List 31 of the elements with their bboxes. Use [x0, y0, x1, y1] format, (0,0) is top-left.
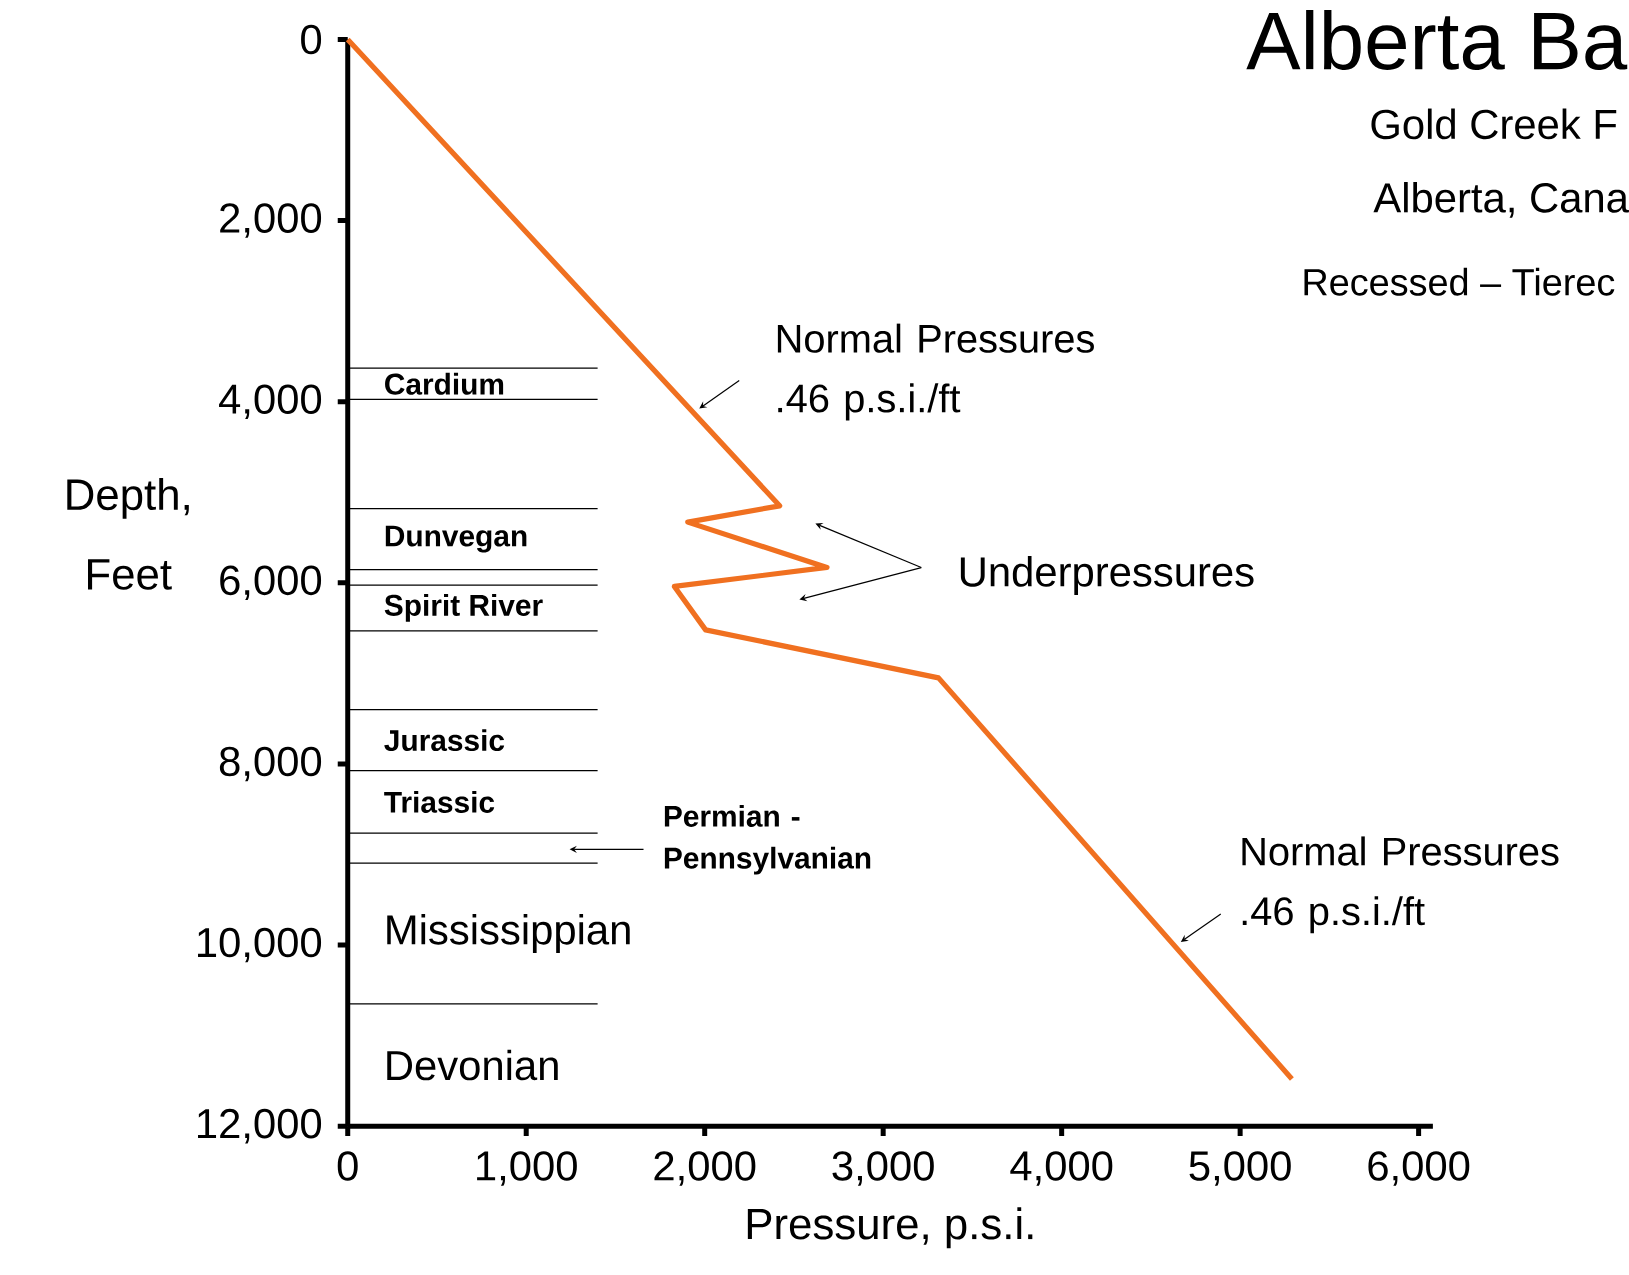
- ref-line-label: Jurassic: [384, 729, 505, 752]
- x-tick-label: 5,000: [1189, 1151, 1291, 1186]
- x-tick-label: 4,000: [1010, 1151, 1113, 1186]
- ref-line-label: Spirit River: [384, 594, 543, 622]
- x-tick-label: 2,000: [654, 1151, 756, 1186]
- ref-line-label: Triassic: [384, 790, 495, 813]
- annotation: Normal Pressures .46 p.s.i./ft: [1242, 836, 1559, 934]
- y-tick-label: 4,000: [219, 384, 322, 419]
- x-axis-title: Pressure, p.s.i.: [747, 1207, 1033, 1249]
- x-tick-label: 0: [337, 1151, 358, 1181]
- annotation: Alberta, Cana: [1373, 182, 1629, 218]
- ref-line-label: Devonian: [387, 1049, 558, 1081]
- text: Gold Creek F: [1371, 108, 1617, 140]
- y-tick-label: 8,000: [219, 746, 322, 782]
- y-axis-title: Depth, Feet: [67, 477, 189, 590]
- ref-line-label: Cardium: [385, 372, 504, 395]
- annotation: Recessed – Tierec: [1304, 267, 1615, 296]
- y-tick-label: 10,000: [198, 927, 322, 963]
- y-tick-label: 0: [301, 24, 322, 55]
- x-tick-label: 6,000: [1368, 1151, 1470, 1186]
- ref-line-label: Mississippian: [387, 914, 630, 953]
- chart-title: Alberta Ba: [1246, 9, 1628, 70]
- ref-line-label: Dunvegan: [385, 525, 527, 553]
- x-tick-label: 1,000: [477, 1151, 577, 1186]
- y-tick-label: 2,000: [220, 203, 322, 238]
- y-tick-label: 12,000: [198, 1108, 322, 1144]
- x-tick-label: 3,000: [832, 1151, 934, 1186]
- y-tick-label: 6,000: [220, 565, 322, 601]
- annotation: Normal Pressures .46 p.s.i./ft: [777, 323, 1094, 421]
- annotation: Permian - Pennsylvanian: [664, 804, 871, 875]
- annotation: Underpressures: [960, 556, 1254, 596]
